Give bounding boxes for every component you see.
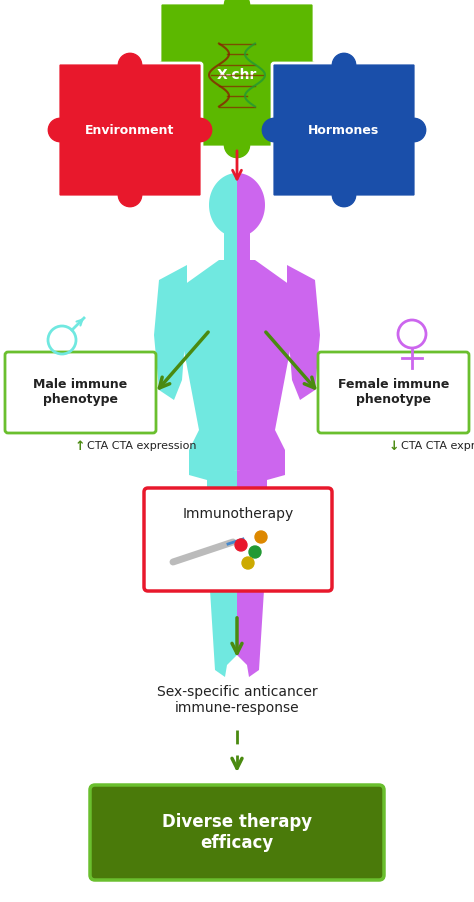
FancyBboxPatch shape	[90, 785, 384, 880]
Text: Immunotherapy: Immunotherapy	[182, 507, 293, 521]
Circle shape	[118, 53, 142, 77]
Text: X-chr: X-chr	[217, 68, 257, 82]
Polygon shape	[224, 232, 237, 260]
Polygon shape	[237, 260, 297, 430]
Circle shape	[262, 118, 286, 142]
Text: Female immune
phenotype: Female immune phenotype	[338, 379, 449, 407]
Text: CTA CTA expression: CTA CTA expression	[401, 441, 474, 451]
Circle shape	[402, 118, 426, 142]
Polygon shape	[237, 430, 285, 480]
Polygon shape	[177, 260, 237, 430]
Circle shape	[224, 133, 250, 158]
FancyBboxPatch shape	[160, 3, 314, 147]
Circle shape	[332, 183, 356, 207]
Polygon shape	[207, 470, 237, 677]
Polygon shape	[154, 265, 187, 400]
Text: ↓: ↓	[389, 439, 400, 453]
Text: Environment: Environment	[85, 124, 175, 136]
Polygon shape	[287, 265, 320, 400]
Polygon shape	[209, 173, 237, 237]
Text: Sex-specific anticancer
immune-response: Sex-specific anticancer immune-response	[157, 685, 317, 715]
Polygon shape	[237, 470, 267, 677]
Polygon shape	[189, 430, 237, 480]
Circle shape	[224, 0, 250, 18]
Circle shape	[255, 531, 267, 543]
Circle shape	[235, 539, 247, 551]
Circle shape	[332, 53, 356, 77]
Polygon shape	[237, 232, 250, 260]
Circle shape	[300, 62, 325, 87]
Text: CTA CTA expression: CTA CTA expression	[87, 441, 197, 451]
Text: ↑: ↑	[75, 439, 85, 453]
FancyBboxPatch shape	[272, 63, 416, 197]
Text: Diverse therapy
efficacy: Diverse therapy efficacy	[162, 813, 312, 851]
Circle shape	[149, 62, 174, 87]
Polygon shape	[237, 173, 265, 237]
Circle shape	[118, 183, 142, 207]
Circle shape	[249, 546, 261, 558]
FancyBboxPatch shape	[58, 63, 202, 197]
Text: Hormones: Hormones	[309, 124, 380, 136]
FancyBboxPatch shape	[318, 352, 469, 433]
Text: Male immune
phenotype: Male immune phenotype	[33, 379, 128, 407]
Circle shape	[242, 557, 254, 569]
Circle shape	[188, 118, 212, 142]
FancyBboxPatch shape	[5, 352, 156, 433]
Circle shape	[48, 118, 72, 142]
FancyBboxPatch shape	[144, 488, 332, 591]
